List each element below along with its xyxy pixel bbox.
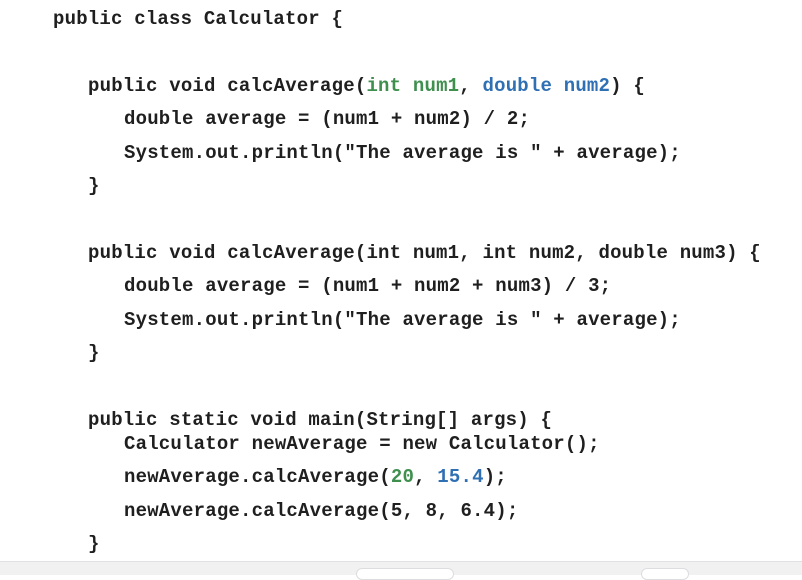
method1-signature-prefix: public void calcAverage(	[88, 75, 367, 97]
main-body-line-1: Calculator newAverage = new Calculator()…	[124, 433, 600, 455]
method2-body-line-2: System.out.println("The average is " + a…	[124, 309, 681, 331]
method1-close-brace: }	[88, 175, 100, 197]
main-call1-prefix: newAverage.calcAverage(	[124, 466, 391, 488]
main-body-line-2: newAverage.calcAverage(20, 15.4);	[124, 466, 507, 488]
method2-signature-line: public void calcAverage(int num1, int nu…	[88, 242, 761, 264]
method2-body-text-1: double average = (num1 + num2 + num3) / …	[124, 275, 612, 297]
class-declaration-line: public class Calculator {	[53, 8, 343, 30]
main-call1-separator: ,	[414, 466, 438, 488]
code-snippet: public class Calculator { public void ca…	[53, 8, 761, 555]
main-call1-suffix: );	[483, 466, 507, 488]
main-signature-text: public static void main(String[] args) {	[88, 409, 553, 431]
bottom-toolbar-control[interactable]	[356, 568, 454, 580]
method1-body-line-2: System.out.println("The average is " + a…	[124, 142, 681, 164]
method1-close-text: }	[88, 175, 100, 197]
main-close-brace: }	[88, 533, 100, 555]
method2-close-text: }	[88, 342, 100, 364]
bottom-toolbar-strip	[0, 561, 802, 580]
method2-body-text-2: System.out.println("The average is " + a…	[124, 309, 681, 331]
main-signature-line: public static void main(String[] args) {	[88, 409, 552, 431]
main-body-text-3: newAverage.calcAverage(5, 8, 6.4);	[124, 500, 519, 522]
method1-param1: int num1	[366, 75, 460, 97]
method1-body-line-1: double average = (num1 + num2) / 2;	[124, 108, 530, 130]
method2-body-line-1: double average = (num1 + num2 + num3) / …	[124, 275, 611, 297]
method2-signature-text: public void calcAverage(int num1, int nu…	[88, 242, 761, 264]
class-declaration-text: public class Calculator {	[53, 8, 344, 30]
method1-signature-suffix: ) {	[610, 75, 645, 97]
method2-close-brace: }	[88, 342, 100, 364]
main-body-line-3: newAverage.calcAverage(5, 8, 6.4);	[124, 500, 518, 522]
main-call1-arg1: 20	[390, 466, 415, 488]
method1-body-text-2: System.out.println("The average is " + a…	[124, 142, 681, 164]
bottom-toolbar-control-right[interactable]	[641, 568, 689, 580]
method1-param2: double num2	[482, 75, 611, 97]
method1-param-separator: ,	[459, 75, 483, 97]
main-body-text-1: Calculator newAverage = new Calculator()…	[124, 433, 600, 455]
method1-signature-line: public void calcAverage(int num1, double…	[88, 75, 645, 97]
main-call1-arg2: 15.4	[437, 466, 484, 488]
main-close-text: }	[88, 533, 100, 555]
method1-body-text-1: double average = (num1 + num2) / 2;	[124, 108, 531, 130]
